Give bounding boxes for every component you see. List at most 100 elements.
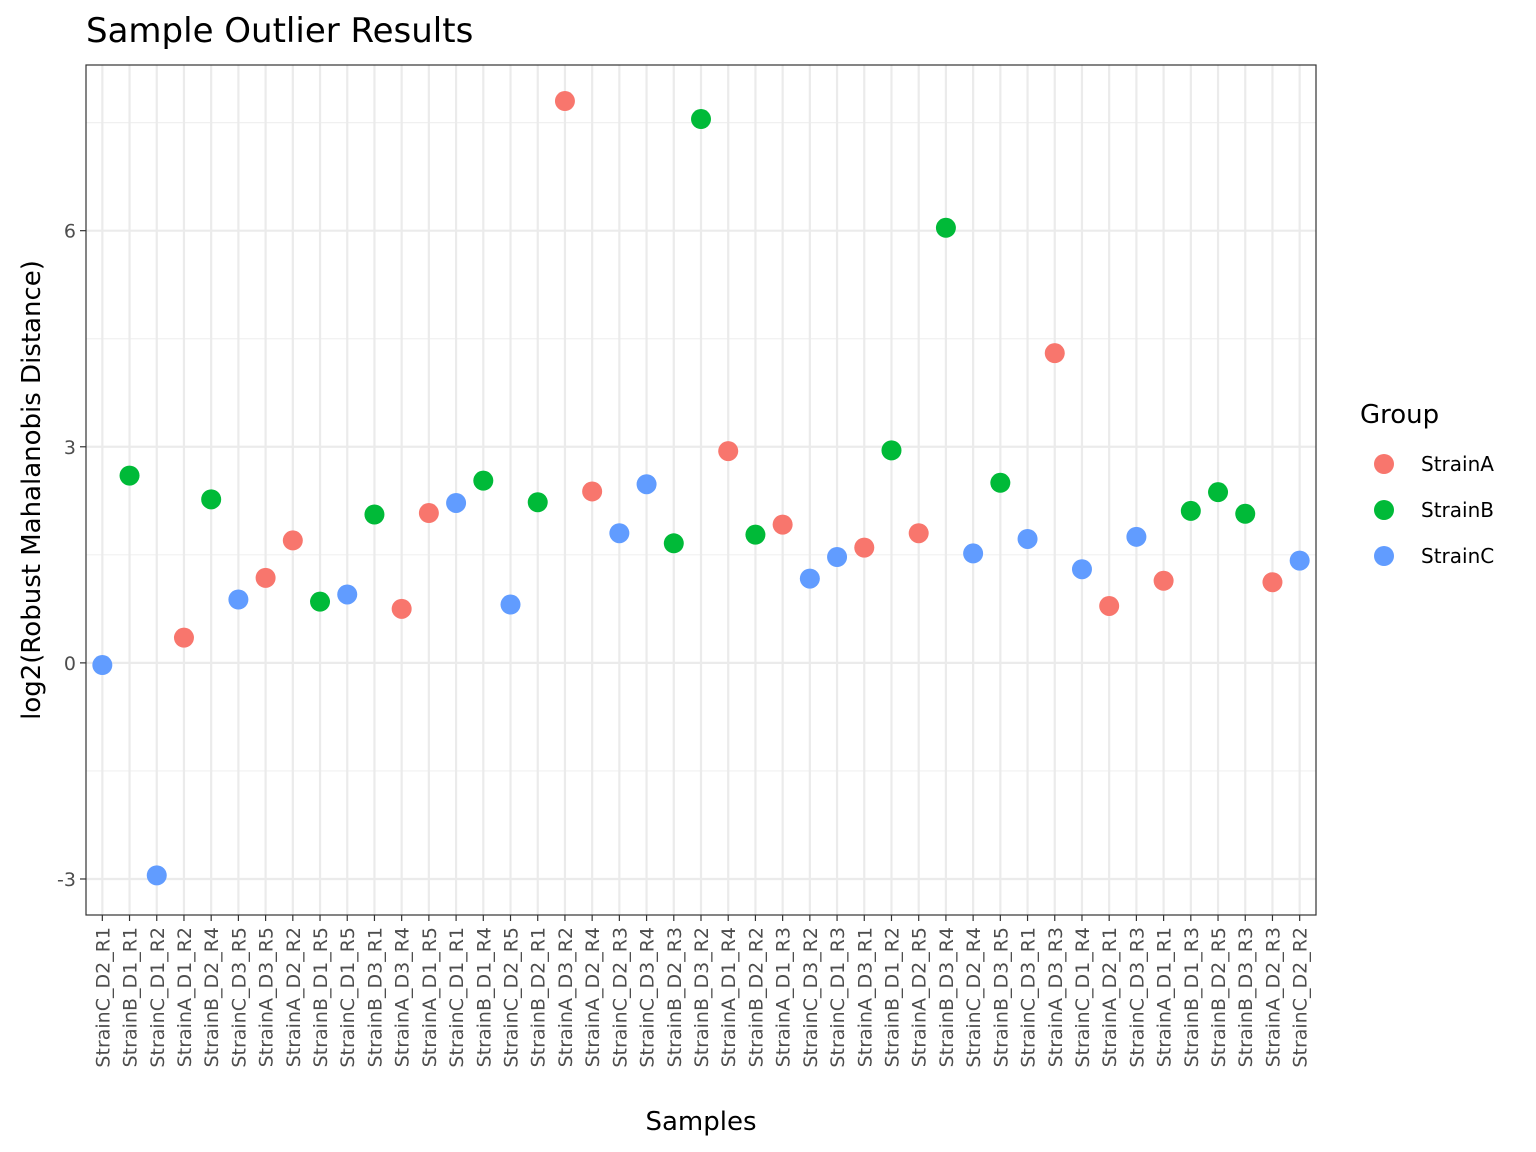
data-point [146, 865, 167, 886]
data-point [255, 567, 276, 588]
chart-title: Sample Outlier Results [86, 11, 473, 51]
data-point [473, 470, 494, 491]
data-point [1126, 526, 1147, 547]
data-point [92, 655, 113, 676]
legend-key [1374, 546, 1394, 566]
x-tick-label: StrainC_D1_R1 [446, 927, 468, 1068]
data-point [881, 440, 902, 461]
data-point [582, 481, 603, 502]
x-tick-label: StrainB_D1_R1 [120, 927, 142, 1067]
x-tick-label: StrainA_D1_R1 [1154, 927, 1176, 1067]
panel-border [85, 64, 1317, 916]
data-point [745, 524, 766, 545]
y-tick-label: -3 [57, 869, 76, 891]
data-point [1044, 343, 1065, 364]
x-tick-label: StrainB_D3_R4 [936, 927, 958, 1067]
x-tick-label: StrainB_D1_R4 [473, 927, 495, 1067]
x-tick-label: StrainA_D3_R1 [854, 927, 876, 1067]
legend-title: Group [1360, 400, 1439, 430]
data-point [854, 537, 875, 558]
x-tick-label: StrainA_D3_R5 [256, 927, 278, 1067]
data-point [691, 109, 711, 130]
y-tick-label: 6 [64, 221, 76, 243]
data-points [92, 91, 1310, 886]
data-point [418, 503, 439, 524]
data-point [1262, 572, 1283, 593]
x-tick-label: StrainA_D2_R4 [582, 927, 604, 1067]
data-point [201, 489, 222, 510]
x-tick-label: StrainC_D3_R3 [1126, 927, 1148, 1068]
x-tick-label: StrainC_D1_R5 [337, 927, 359, 1068]
data-point [772, 514, 793, 535]
x-tick-label: StrainB_D3_R3 [1235, 927, 1257, 1067]
x-tick-label: StrainB_D3_R1 [364, 927, 386, 1067]
data-point [963, 543, 984, 564]
x-tick-label: StrainA_D3_R3 [1045, 927, 1067, 1067]
data-point [119, 465, 140, 486]
data-point [1208, 482, 1229, 503]
y-axis-title: log2(Robust Mahalanobis Distance) [17, 260, 47, 720]
x-tick-label: StrainC_D2_R1 [92, 927, 114, 1068]
x-tick-label: StrainA_D1_R4 [718, 927, 740, 1067]
data-point [446, 492, 467, 513]
data-point [799, 568, 820, 589]
x-tick-label: StrainA_D3_R4 [392, 927, 414, 1067]
x-tick-label: StrainC_D2_R5 [501, 927, 523, 1068]
data-point [337, 584, 358, 605]
legend-key [1374, 500, 1394, 520]
legend-label: StrainA [1421, 452, 1494, 476]
data-point [636, 474, 657, 495]
x-tick-label: StrainB_D2_R4 [201, 927, 223, 1067]
x-tick-label: StrainC_D1_R3 [827, 927, 849, 1068]
y-tick-label: 3 [64, 437, 76, 459]
x-tick-label: StrainA_D2_R3 [1262, 927, 1284, 1067]
x-tick-label: StrainA_D2_R5 [909, 927, 931, 1067]
x-tick-label: StrainB_D2_R1 [528, 927, 550, 1067]
data-point [827, 546, 848, 567]
x-tick-label: StrainC_D1_R2 [147, 927, 169, 1068]
x-tick-label: StrainC_D3_R2 [800, 927, 822, 1068]
data-point [1099, 595, 1120, 616]
data-point [1180, 500, 1201, 521]
x-tick-label: StrainB_D2_R3 [664, 927, 686, 1067]
x-tick-label: StrainA_D1_R5 [419, 927, 441, 1067]
data-point [1289, 550, 1310, 571]
y-tick-label: 0 [64, 653, 76, 675]
data-point [1153, 570, 1174, 591]
data-point [500, 594, 521, 615]
x-tick-label: StrainA_D2_R1 [1099, 927, 1121, 1067]
x-tick-label: StrainC_D1_R4 [1072, 927, 1094, 1068]
legend-label: StrainB [1421, 498, 1494, 522]
legend-label: StrainC [1421, 544, 1494, 568]
x-tick-label: StrainA_D3_R2 [555, 927, 577, 1067]
x-tick-label: StrainB_D1_R2 [881, 927, 903, 1067]
data-point [990, 472, 1011, 493]
data-point [527, 492, 548, 513]
data-point [609, 523, 630, 544]
data-point [663, 533, 684, 554]
x-tick-label: StrainC_D3_R1 [1018, 927, 1040, 1068]
x-tick-label: StrainC_D2_R4 [963, 927, 985, 1068]
x-tick-label: StrainB_D1_R5 [310, 927, 332, 1067]
data-point [228, 589, 249, 610]
legend: Group StrainA StrainB StrainC [1360, 400, 1494, 568]
x-tick-label: StrainC_D3_R5 [228, 927, 250, 1068]
x-tick-label: StrainB_D2_R5 [1208, 927, 1230, 1067]
x-tick-label: StrainA_D2_R2 [283, 927, 305, 1067]
data-point [554, 91, 575, 112]
data-point [935, 217, 956, 238]
x-tick-label: StrainC_D2_R3 [609, 927, 631, 1068]
x-tick-label: StrainB_D3_R5 [990, 927, 1012, 1067]
data-point [364, 504, 385, 525]
data-point [282, 530, 303, 551]
legend-key [1374, 454, 1394, 474]
x-tick-label: StrainB_D1_R3 [1181, 927, 1203, 1067]
data-point [1071, 559, 1092, 580]
x-tick-label: StrainA_D1_R3 [773, 927, 795, 1067]
x-tick-label: StrainB_D3_R2 [691, 927, 713, 1067]
data-point [391, 598, 412, 619]
data-point [908, 523, 929, 544]
x-tick-label: StrainB_D2_R2 [745, 927, 767, 1067]
